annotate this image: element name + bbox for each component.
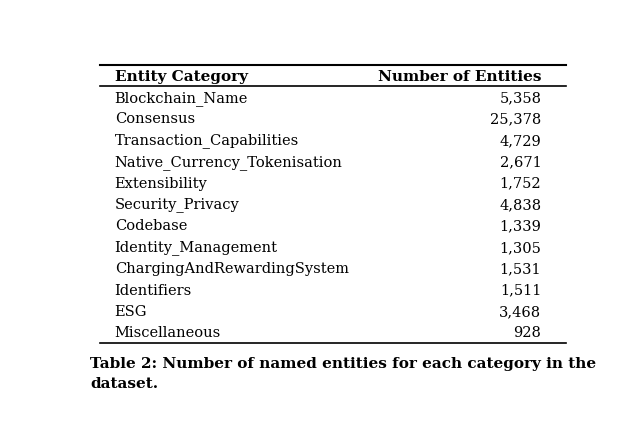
Text: Codebase: Codebase: [115, 219, 187, 233]
Text: Blockchain_Name: Blockchain_Name: [115, 90, 248, 105]
Text: Identifiers: Identifiers: [115, 283, 192, 297]
Text: ChargingAndRewardingSystem: ChargingAndRewardingSystem: [115, 262, 349, 276]
Text: Table 2: Number of named entities for each category in the: Table 2: Number of named entities for ea…: [90, 356, 596, 370]
Text: 5,358: 5,358: [499, 91, 541, 105]
Text: Extensibility: Extensibility: [115, 176, 207, 190]
Text: Security_Privacy: Security_Privacy: [115, 197, 239, 212]
Text: dataset.: dataset.: [90, 376, 158, 390]
Text: Consensus: Consensus: [115, 112, 195, 126]
Text: 928: 928: [513, 326, 541, 339]
Text: Number of Entities: Number of Entities: [378, 69, 541, 83]
Text: 2,671: 2,671: [500, 155, 541, 169]
Text: 4,729: 4,729: [500, 134, 541, 148]
Text: Miscellaneous: Miscellaneous: [115, 326, 221, 339]
Text: 1,339: 1,339: [499, 219, 541, 233]
Text: 25,378: 25,378: [490, 112, 541, 126]
Text: 1,305: 1,305: [499, 240, 541, 254]
Text: Entity Category: Entity Category: [115, 69, 248, 83]
Text: 4,838: 4,838: [499, 197, 541, 211]
Text: Native_Currency_Tokenisation: Native_Currency_Tokenisation: [115, 155, 342, 169]
Text: Identity_Management: Identity_Management: [115, 240, 278, 255]
Text: 1,531: 1,531: [500, 262, 541, 276]
Text: 1,511: 1,511: [500, 283, 541, 297]
Text: ESG: ESG: [115, 304, 147, 318]
Text: 1,752: 1,752: [500, 176, 541, 190]
Text: Transaction_Capabilities: Transaction_Capabilities: [115, 133, 299, 148]
Text: 3,468: 3,468: [499, 304, 541, 318]
